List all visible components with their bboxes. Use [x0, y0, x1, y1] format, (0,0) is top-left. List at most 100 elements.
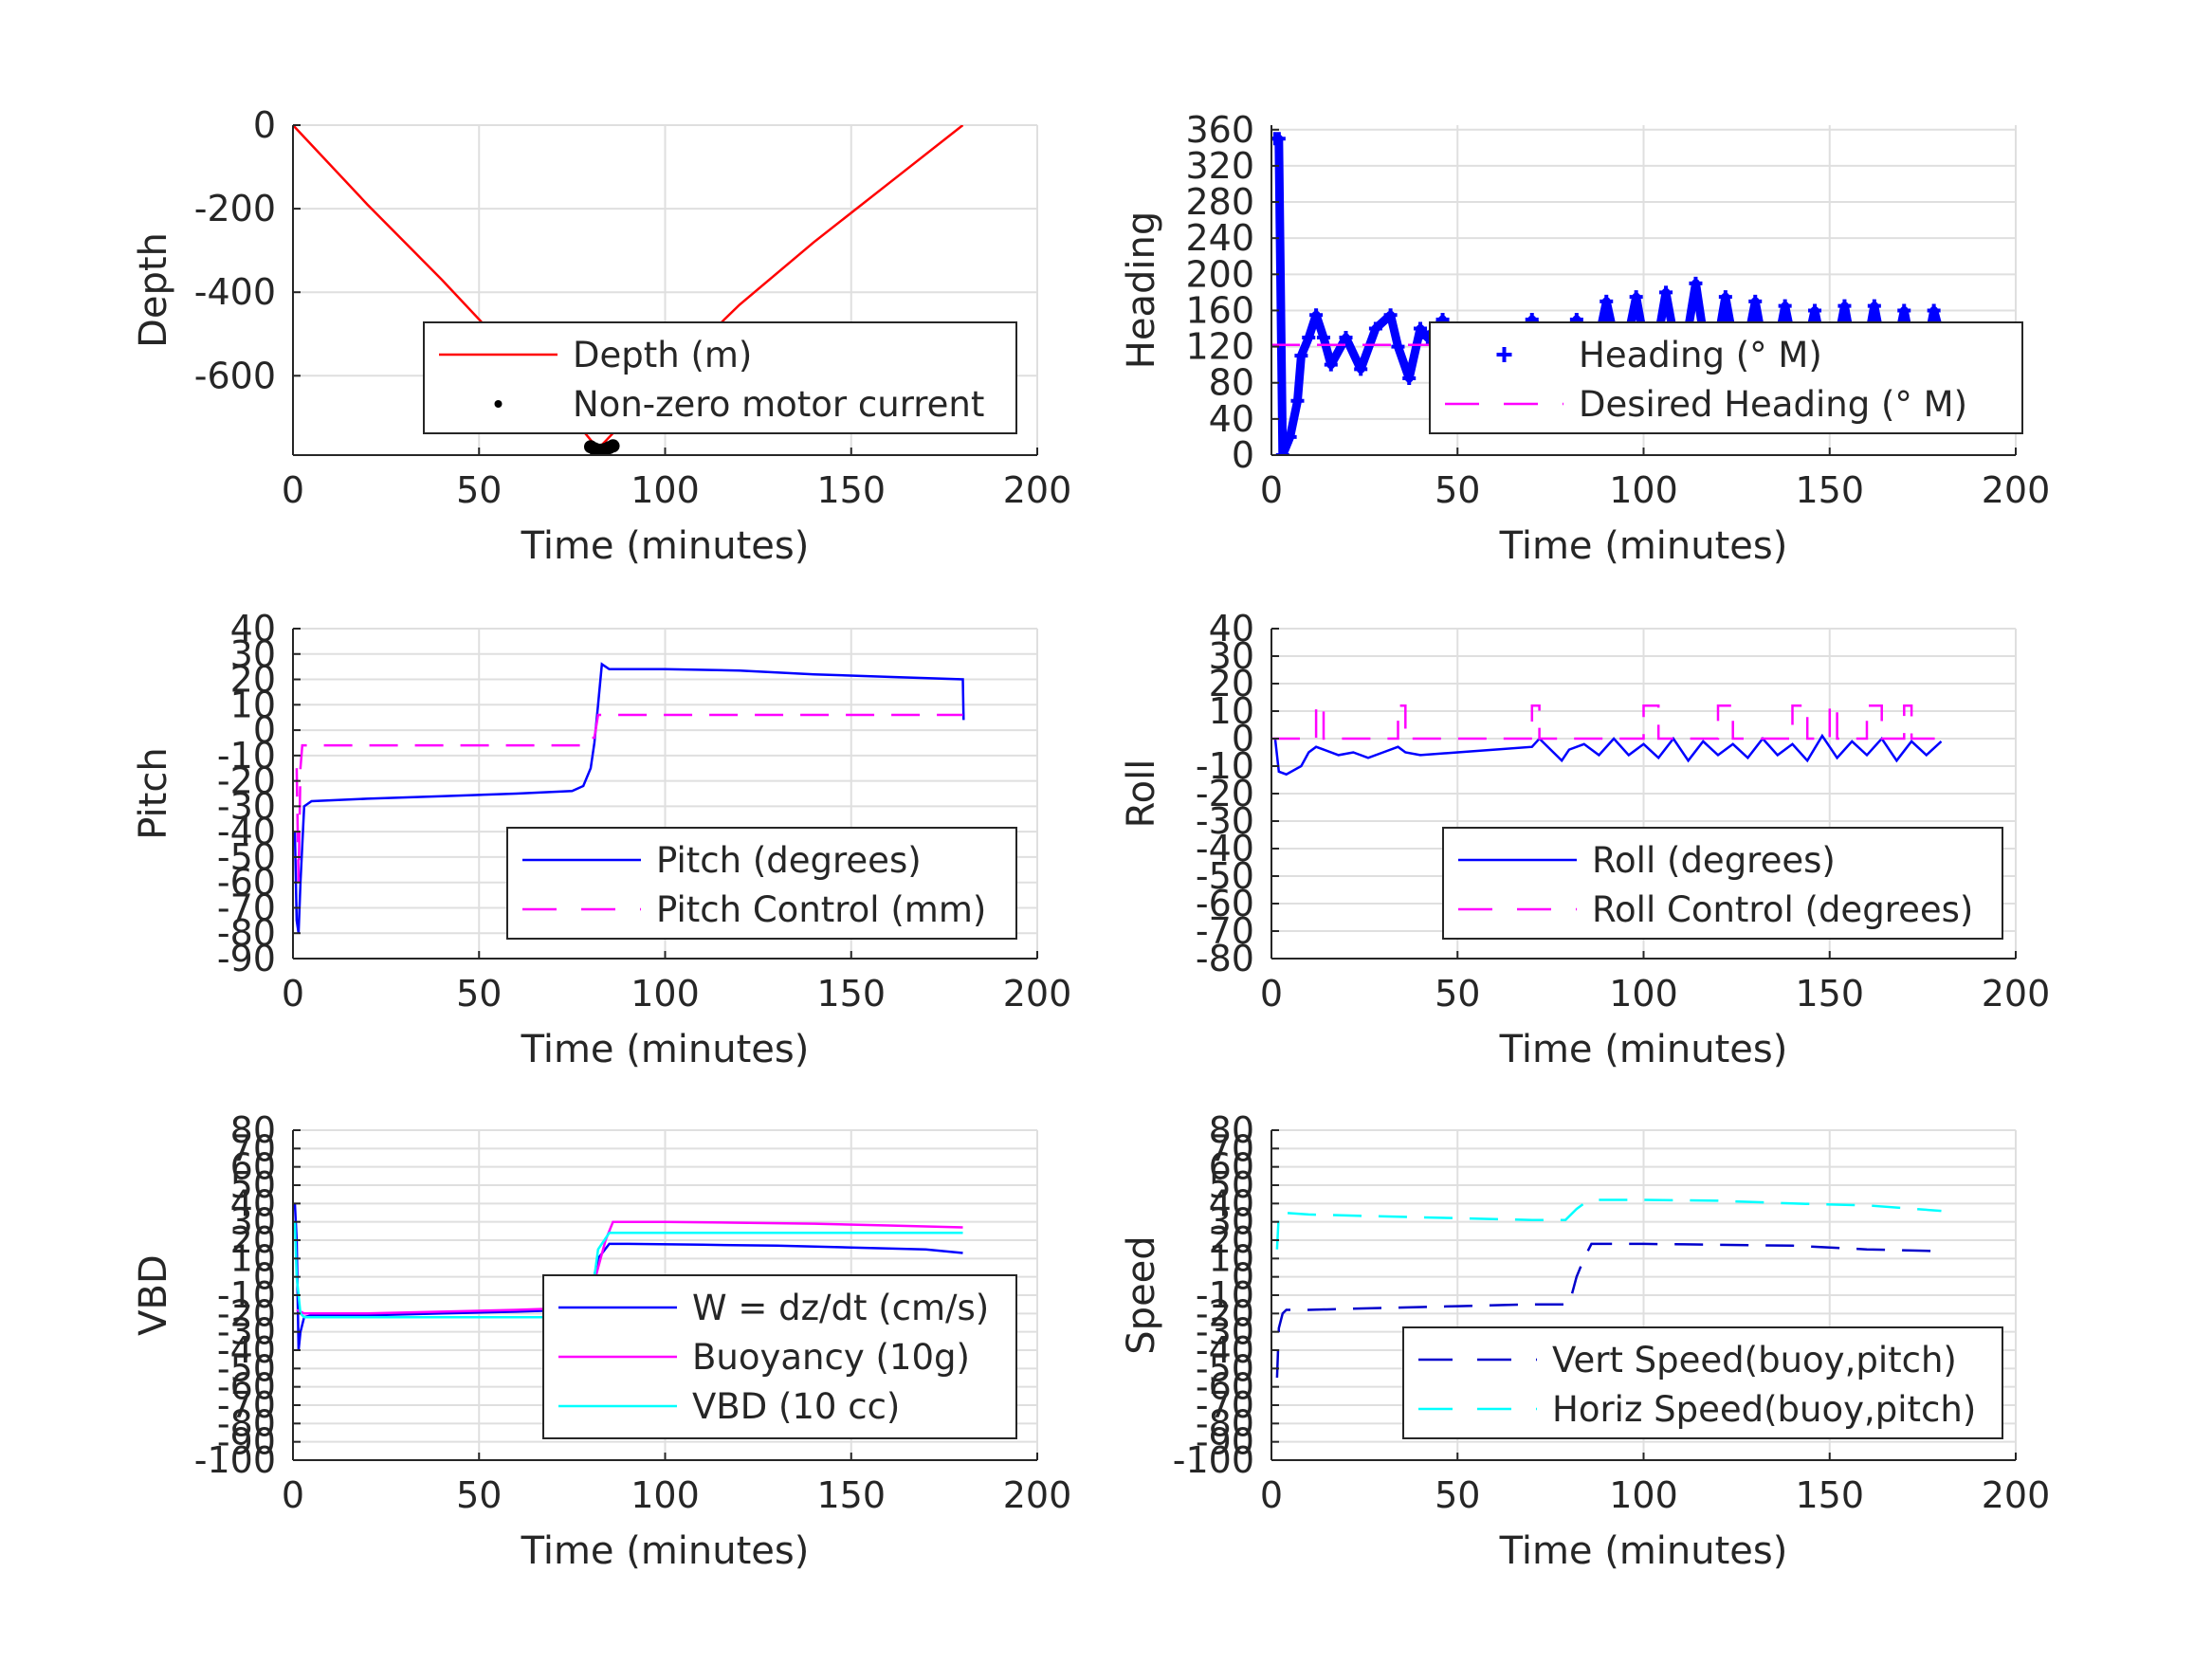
x-tick-label: 150	[816, 973, 886, 1015]
x-tick-label: 100	[1609, 1474, 1678, 1516]
legend-depth: Depth (m) Non-zero motor current	[423, 321, 1017, 434]
series-group-speed	[1275, 1198, 1942, 1379]
legend-label: W = dz/dt (cm/s)	[692, 1288, 989, 1328]
x-tick-label: 100	[631, 973, 700, 1015]
y-tick-label: -50	[1196, 855, 1254, 897]
legend-roll: Roll (degrees) Roll Control (degrees)	[1442, 827, 2003, 940]
chart-vbd: 0 50 100 150 20080706050403020100-10-20-30-4…	[132, 1109, 1071, 1573]
legend-label: Heading (° M)	[1579, 335, 1822, 375]
y-tick-label: -10	[1196, 745, 1254, 787]
y-tick-label: 50	[230, 1164, 276, 1206]
y-tick-label: 160	[1185, 289, 1254, 331]
y-tick-label: 50	[1209, 1164, 1254, 1206]
y-tick-label: -40	[1196, 828, 1254, 869]
series-speed-1-line	[1275, 1198, 1942, 1250]
y-tick-label: -40	[1196, 1329, 1254, 1371]
y-tick-label: 20	[1209, 1219, 1254, 1261]
series-pitch-1-line	[295, 713, 963, 883]
y-tick-label: -50	[1196, 1347, 1254, 1389]
series-heading-0-marker	[1689, 276, 1703, 290]
x-axis-label: Time (minutes)	[1499, 524, 1788, 568]
y-tick-label: -60	[217, 1366, 276, 1408]
y-tick-label: 30	[1209, 1201, 1254, 1243]
x-tick-label: 200	[1003, 469, 1072, 511]
y-tick-label: -40	[217, 1329, 276, 1371]
series-heading-0-marker	[1294, 349, 1308, 363]
y-tick-label: 60	[230, 1146, 276, 1188]
series-group-pitch	[293, 662, 965, 934]
y-tick-label: 0	[253, 104, 276, 146]
y-axis-label: Pitch	[132, 747, 175, 839]
series-heading-0-marker	[1748, 294, 1763, 308]
x-axis-label: Time (minutes)	[1499, 1529, 1788, 1573]
legend-heading: Heading (° M) Desired Heading (° M)	[1429, 321, 2023, 434]
series-depth-1-point	[606, 439, 620, 453]
series-heading-0-marker	[1414, 321, 1427, 336]
legend-label: Horiz Speed(buoy,pitch)	[1552, 1389, 1976, 1430]
chart-heading: 0 50 100 150 20004080120160200240280320360Ti…	[1120, 109, 2050, 568]
chart-depth: 0 50 100 150 200 0 -200 -400 -600 Time (minutes) D…	[132, 104, 1071, 568]
x-tick-label: 100	[631, 1474, 700, 1516]
x-tick-label: 50	[456, 973, 502, 1015]
x-tick-label: 150	[1795, 973, 1864, 1015]
legend-label: Non-zero motor current	[573, 384, 984, 425]
legend-label: VBD (10 cc)	[692, 1386, 900, 1427]
series-heading-0-marker	[1659, 285, 1673, 300]
series-speed-0-line	[1275, 1242, 1942, 1379]
x-tick-label: 0	[282, 1474, 304, 1516]
x-tick-label: 0	[282, 973, 304, 1015]
y-tick-label: -70	[1196, 1384, 1254, 1426]
x-tick-label: 200	[1982, 973, 2051, 1015]
series-heading-0-marker	[1302, 331, 1316, 345]
legend-box	[1402, 1326, 2003, 1439]
x-tick-label: 150	[816, 1474, 886, 1516]
legend-swatch	[494, 400, 503, 408]
series-heading-0-marker	[1324, 357, 1338, 372]
y-tick-label: 70	[230, 1127, 276, 1169]
x-tick-label: 0	[1260, 973, 1283, 1015]
y-tick-label: -80	[1196, 938, 1254, 979]
legend-label: Roll (degrees)	[1592, 840, 1836, 881]
y-tick-label: 20	[1209, 663, 1254, 704]
x-tick-label: 100	[631, 469, 700, 511]
series-heading-0-marker	[1391, 339, 1405, 354]
y-tick-label: -10	[217, 735, 276, 777]
y-tick-label: 0	[253, 709, 276, 751]
y-tick-label: -60	[1196, 1366, 1254, 1408]
y-tick-label: -80	[217, 1402, 276, 1444]
y-tick-label: -90	[217, 938, 276, 979]
series-roll-0-line	[1273, 733, 1943, 777]
legend-label: Pitch Control (mm)	[656, 889, 986, 930]
x-tick-label: 200	[1003, 973, 1072, 1015]
y-tick-label: -30	[1196, 800, 1254, 842]
y-tick-label: 0	[1232, 434, 1254, 476]
y-axis-label: VBD	[132, 1254, 175, 1336]
x-axis-label: Time (minutes)	[521, 524, 810, 568]
y-tick-label: -50	[217, 1347, 276, 1389]
y-tick-label: -30	[217, 785, 276, 827]
series-heading-0-marker	[1808, 303, 1822, 318]
x-tick-label: 0	[1260, 1474, 1283, 1516]
y-tick-label: 20	[230, 1219, 276, 1261]
y-tick-label: -80	[1196, 1402, 1254, 1444]
series-heading-0-marker	[1316, 331, 1330, 345]
y-tick-label: 0	[1232, 1256, 1254, 1298]
y-tick-label: 40	[1209, 608, 1254, 649]
x-tick-label: 50	[456, 1474, 502, 1516]
y-tick-label: 10	[1209, 1237, 1254, 1279]
series-heading-0-marker	[1290, 393, 1305, 408]
x-tick-label: 200	[1982, 1474, 2051, 1516]
y-axis-label: Roll	[1120, 759, 1163, 829]
y-tick-label: -30	[217, 1311, 276, 1353]
y-tick-label: -20	[217, 760, 276, 802]
x-tick-label: 150	[1795, 1474, 1864, 1516]
chart-speed: 0 50 100 150 20080706050403020100-10-20-30-4…	[1120, 1109, 2050, 1573]
series-heading-0-marker	[1275, 448, 1289, 455]
y-tick-label: 30	[1209, 635, 1254, 677]
series-heading-0-marker	[1309, 308, 1324, 322]
y-tick-label: 80	[1209, 362, 1254, 404]
series-heading-0-marker	[1867, 299, 1881, 313]
x-tick-label: 50	[456, 469, 502, 511]
chart-pitch: 0 50 100 150 200403020100-10-20-30-40-50-60-…	[132, 608, 1071, 1071]
